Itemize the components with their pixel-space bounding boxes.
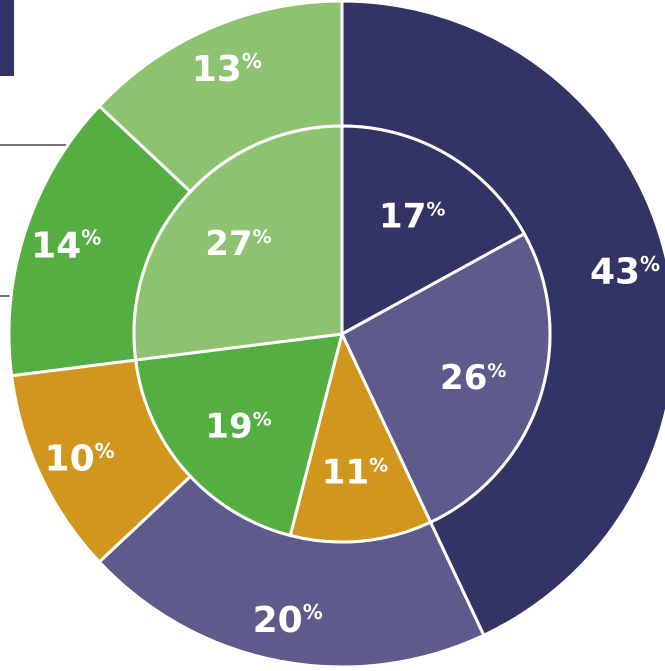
inner-slice-label-1: 26% <box>440 358 506 398</box>
inner-slice-1 <box>340 232 552 524</box>
inner-slice-label-4: 27% <box>205 224 271 264</box>
outer-ring <box>7 0 665 669</box>
outer-slice-label-3: 14% <box>31 225 101 266</box>
inner-slice-label-0: 17% <box>379 196 445 236</box>
inner-slice-0 <box>340 124 526 336</box>
inner-slice-label-2: 11% <box>322 453 388 493</box>
outer-slice-label-1: 20% <box>253 600 323 641</box>
outer-slice-label-4: 13% <box>192 49 262 90</box>
inner-ring <box>132 124 552 544</box>
inner-slice-3 <box>134 332 344 537</box>
title-accent-bar <box>0 0 14 76</box>
slice-labels: 43% 20% 10% 14% 13% 17% 26% 11% 19% 27% <box>31 49 660 641</box>
inner-slice-label-3: 19% <box>205 407 271 447</box>
outer-slice-label-2: 10% <box>45 438 115 479</box>
outer-slice-label-0: 43% <box>590 252 660 293</box>
inner-slice-2 <box>288 332 433 544</box>
inner-slice-4 <box>132 124 344 362</box>
